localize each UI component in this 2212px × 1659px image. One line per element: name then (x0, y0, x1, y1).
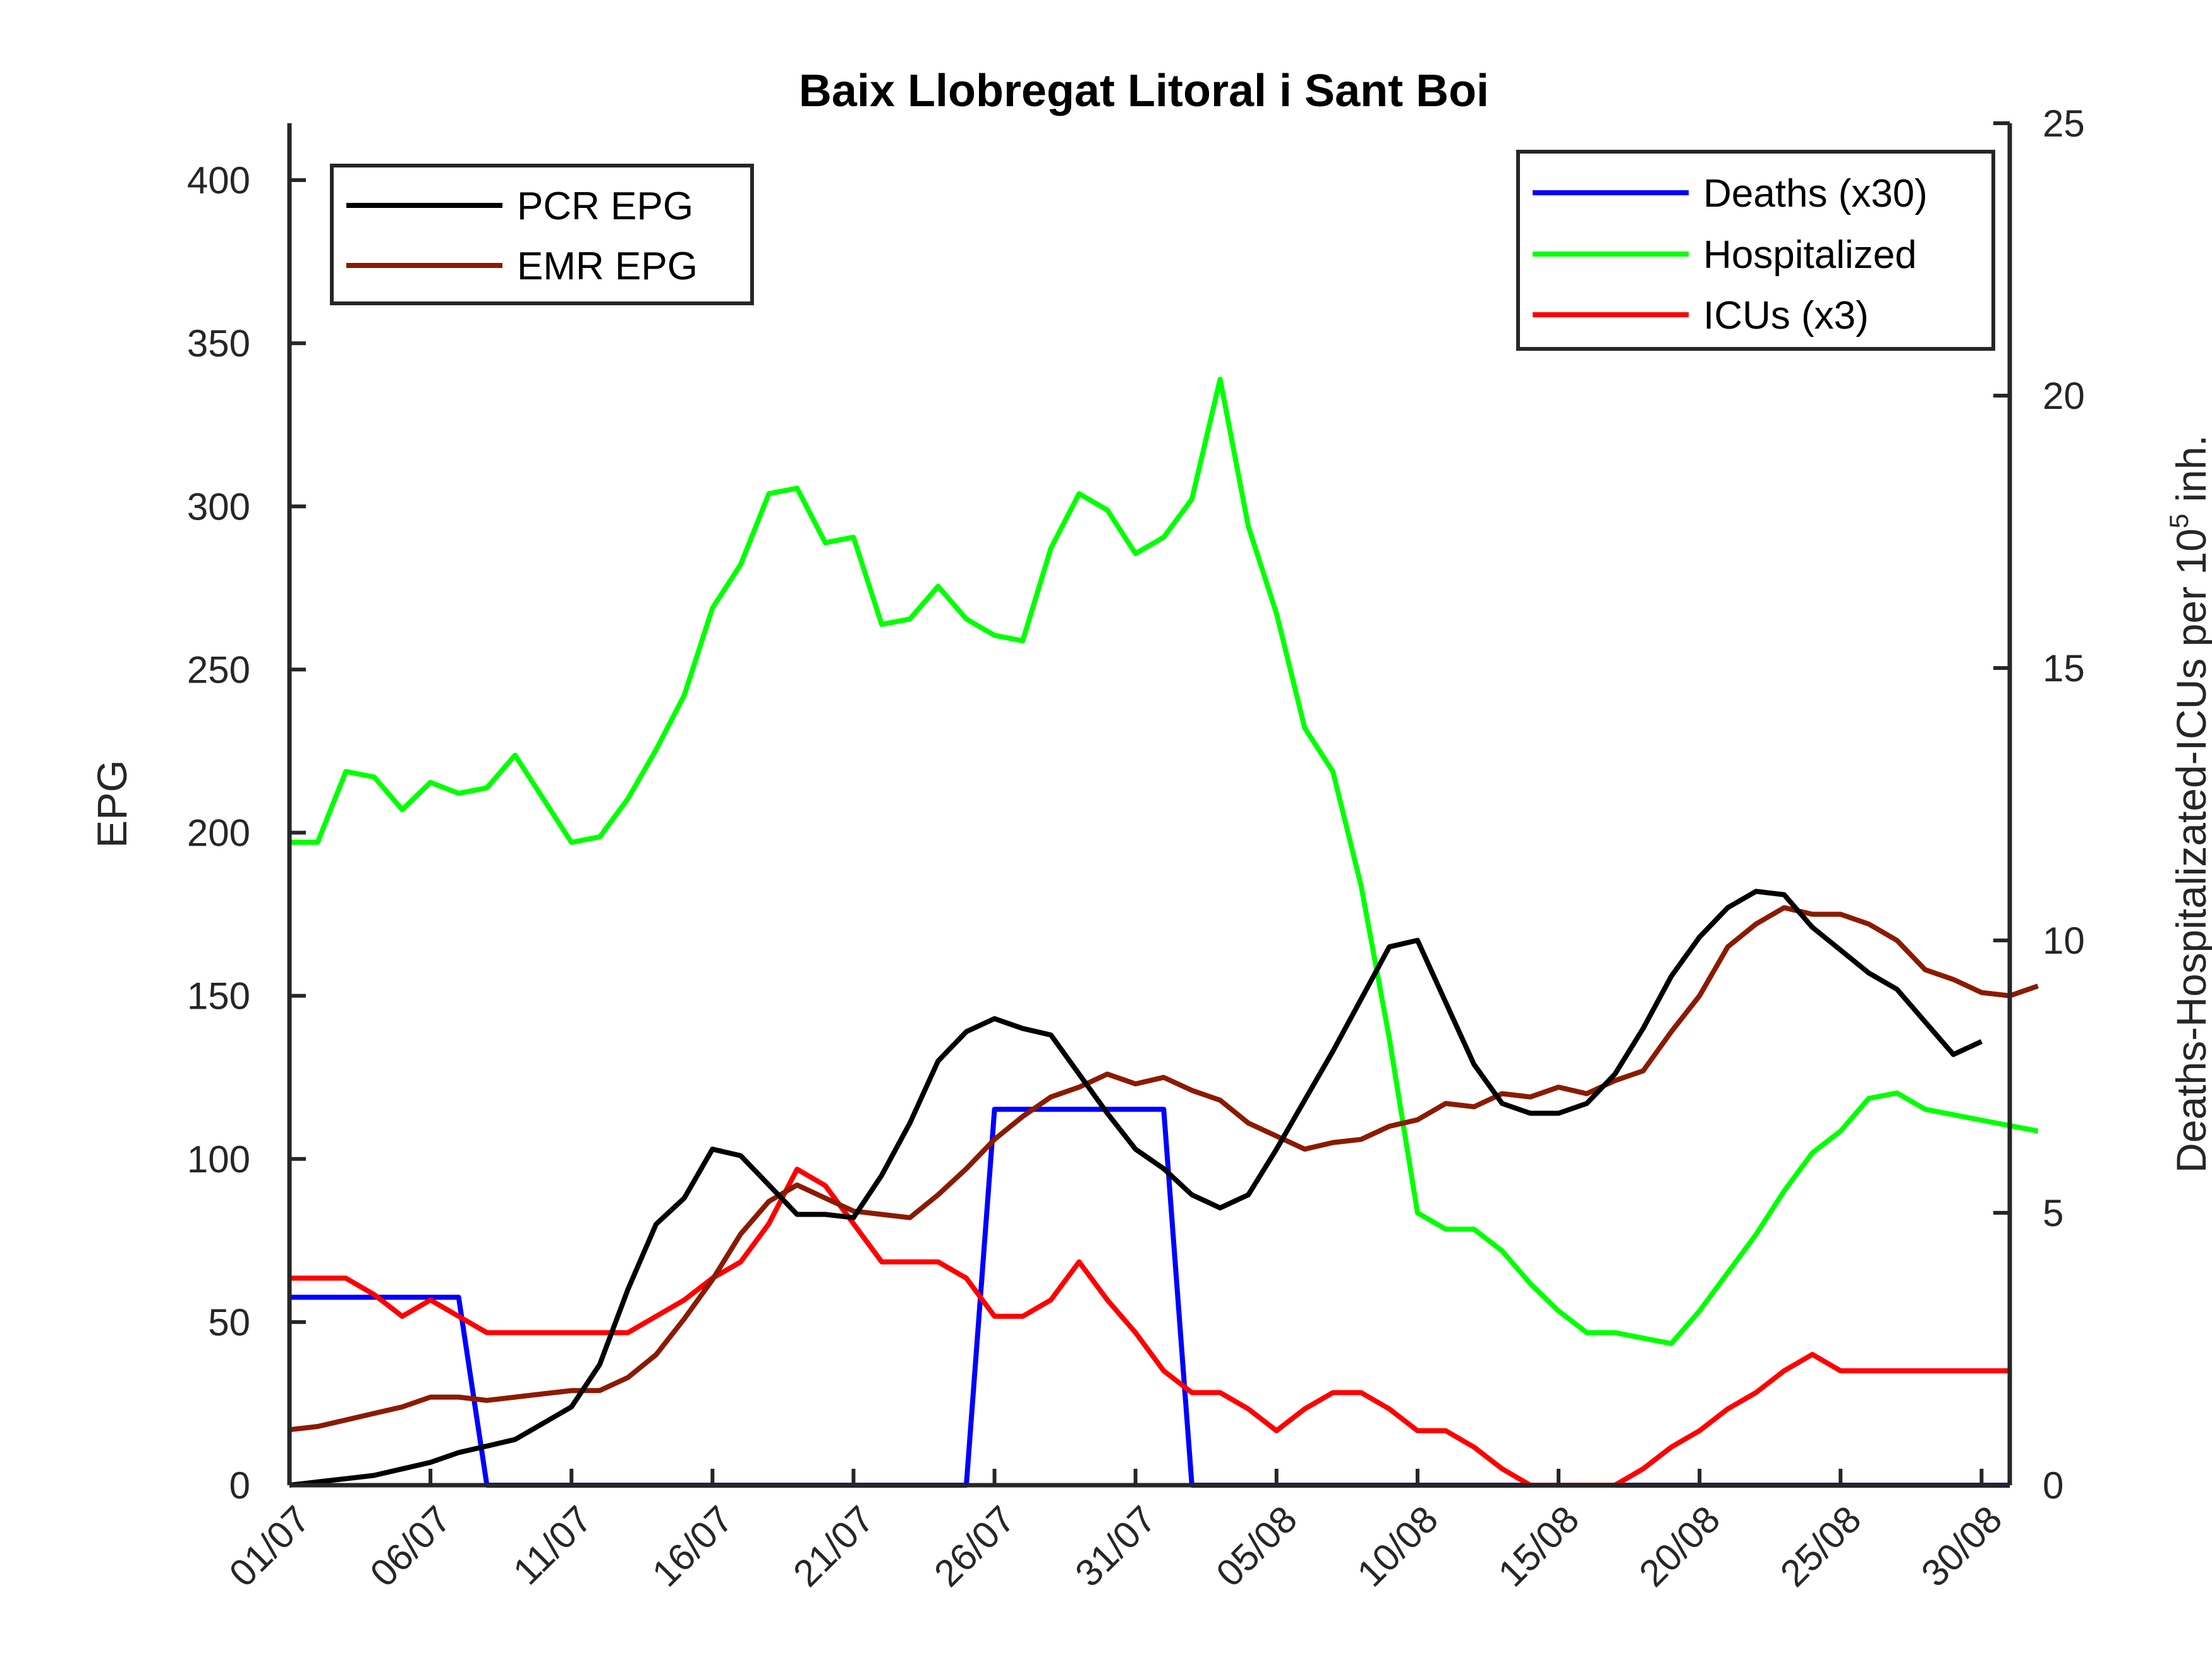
left-tick-label: 100 (187, 1138, 250, 1181)
left-tick-label: 0 (229, 1464, 250, 1507)
x-tick-label: 30/08 (1913, 1498, 2010, 1595)
left-tick-label: 250 (187, 648, 250, 691)
left-tick-label: 150 (187, 975, 250, 1018)
legend-right: Deaths (x30) Hospitalized ICUs (x3) (1516, 150, 1995, 351)
x-tick-label: 05/08 (1208, 1498, 1305, 1595)
right-tick-label: 5 (2043, 1192, 2063, 1234)
x-tick-label: 20/08 (1631, 1498, 1729, 1595)
right-axis-label-sup: 5 (2164, 514, 2194, 528)
series-layer (289, 377, 2039, 1488)
right-tick-label: 10 (2043, 920, 2085, 962)
left-tick-label: 300 (187, 485, 250, 528)
x-tick-label: 15/08 (1490, 1498, 1588, 1595)
left-tick-label: 350 (187, 322, 250, 365)
legend-label-hospitalized: Hospitalized (1703, 233, 1917, 277)
series-line-hospitalized (289, 377, 2039, 1346)
right-tick-label: 0 (2043, 1464, 2063, 1507)
left-axis-ticks: 0 50 100 150 200 250 300 350 400 (187, 159, 306, 1507)
legend-label-emr-epg: EMR EPG (517, 245, 698, 288)
left-tick-label: 400 (187, 159, 250, 202)
x-tick-label: 16/07 (644, 1498, 741, 1595)
legend-label-deaths: Deaths (x30) (1703, 172, 1928, 216)
right-tick-label: 15 (2043, 647, 2085, 690)
series-line-icus-x3 (289, 1167, 2010, 1488)
right-axis-label: Deaths-Hospitalizated-ICUs per 105 inh. (2164, 435, 2212, 1173)
right-axis-ticks: 0 5 10 15 20 25 (1993, 102, 2085, 1507)
x-tick-label: 26/07 (926, 1498, 1023, 1595)
right-axis-label-main: Deaths-Hospitalizated-ICUs per 10 (2168, 528, 2212, 1173)
x-tick-label: 31/07 (1067, 1498, 1164, 1595)
chart-title: Baix Llobregat Litoral i Sant Boi (799, 66, 1489, 116)
right-axis-label-tail: inh. (2168, 435, 2212, 514)
x-tick-label: 10/08 (1349, 1498, 1447, 1595)
left-axis-label: EPG (88, 760, 135, 848)
legend-label-icus: ICUs (x3) (1703, 294, 1869, 337)
left-tick-label: 200 (187, 812, 250, 854)
legend-label-pcr-epg: PCR EPG (517, 185, 693, 228)
series-line-deaths-x30 (289, 1107, 2010, 1488)
left-tick-label: 50 (208, 1301, 250, 1344)
x-tick-label: 01/07 (221, 1498, 319, 1595)
x-tick-label: 06/07 (362, 1498, 459, 1595)
x-tick-label: 25/08 (1772, 1498, 1869, 1595)
series-line-pcr-epg (289, 889, 1983, 1488)
legend-left: PCR EPG EMR EPG (330, 164, 754, 305)
x-tick-label: 21/07 (785, 1498, 882, 1595)
right-tick-label: 25 (2043, 102, 2085, 145)
x-tick-label: 11/07 (505, 1498, 600, 1593)
legend-left-box (330, 164, 754, 305)
right-tick-label: 20 (2043, 375, 2085, 417)
